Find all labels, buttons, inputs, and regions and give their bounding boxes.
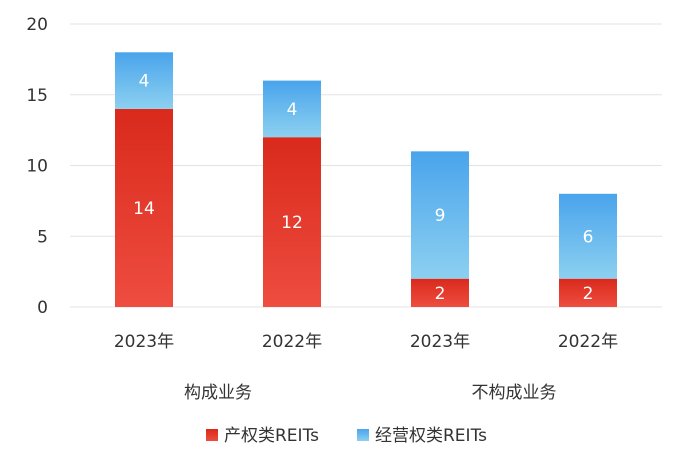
legend-label: 经营权类REITs (375, 426, 487, 446)
y-tick-label: 5 (37, 227, 48, 247)
y-tick-label: 15 (26, 86, 48, 106)
bar-segment (411, 151, 469, 279)
legend-label: 产权类REITs (224, 426, 319, 446)
x-category-label: 2023年 (410, 332, 470, 352)
legend-swatch (206, 429, 218, 441)
legend-swatch (357, 429, 369, 441)
x-group-label: 构成业务 (184, 383, 252, 403)
data-labels: 14 4 12 4 2 9 2 6 (133, 72, 593, 304)
data-label: 9 (435, 206, 446, 226)
data-label: 2 (583, 284, 594, 304)
bar-segment (115, 52, 173, 109)
x-group-label: 不构成业务 (472, 383, 557, 403)
x-axis-categories: 2023年 2022年 2023年 2022年 (114, 332, 618, 352)
legend: 产权类REITs 经营权类REITs (206, 426, 487, 446)
x-category-label: 2022年 (262, 332, 322, 352)
data-label: 12 (281, 213, 303, 233)
y-axis-ticks: 0 5 10 15 20 (26, 15, 48, 318)
y-tick-label: 20 (26, 15, 48, 35)
x-category-label: 2022年 (558, 332, 618, 352)
y-tick-label: 0 (37, 298, 48, 318)
y-tick-label: 10 (26, 157, 48, 177)
x-axis-groups: 构成业务 不构成业务 (184, 383, 557, 403)
data-label: 4 (287, 100, 298, 120)
data-label: 4 (139, 72, 150, 92)
bars (115, 52, 617, 308)
x-category-label: 2023年 (114, 332, 174, 352)
bar-segment (263, 137, 321, 307)
data-label: 14 (133, 199, 155, 219)
bar-segment (559, 278, 617, 307)
data-label: 2 (435, 284, 446, 304)
data-label: 6 (583, 227, 594, 247)
bar-segment (263, 80, 321, 138)
bar-segment (411, 278, 469, 307)
bar-segment (559, 193, 617, 279)
bar-segment (115, 108, 173, 308)
